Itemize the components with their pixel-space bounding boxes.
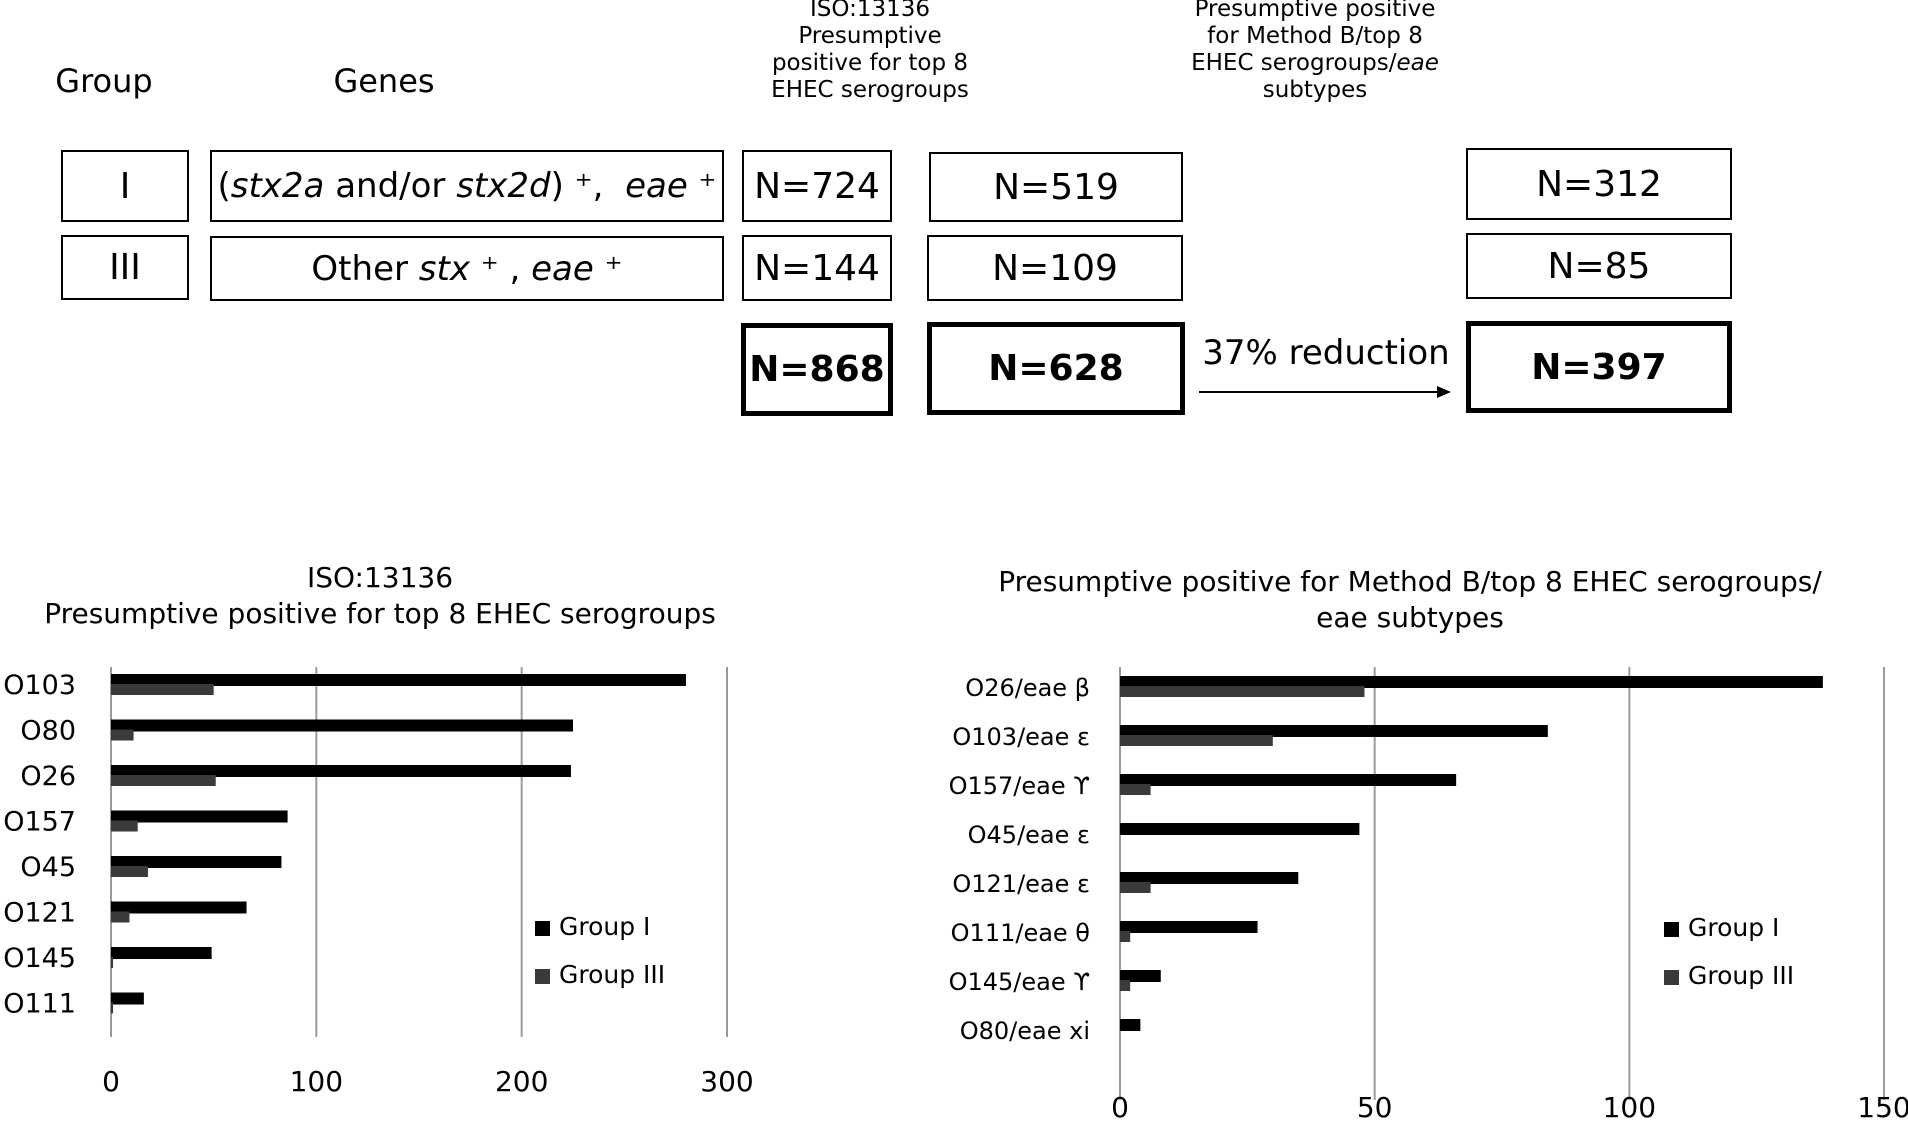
category-label: O26/eae β bbox=[965, 674, 1090, 702]
iso-header-line: ISO:13136 bbox=[810, 0, 930, 22]
category-label: O121/eae ε bbox=[952, 870, 1090, 898]
category-label: O80/eae xi bbox=[960, 1017, 1090, 1045]
bar-group-iii bbox=[111, 1002, 114, 1014]
category-label: O103/eae ε bbox=[952, 723, 1090, 751]
bar-group-iii bbox=[111, 775, 216, 786]
x-tick-label: 300 bbox=[700, 1065, 753, 1098]
legend-swatch bbox=[1664, 970, 1679, 985]
n-methodb-sum-cell: N=397 bbox=[1466, 321, 1732, 413]
iso-header-line: positive for top 8 bbox=[771, 50, 969, 76]
category-label: O26 bbox=[20, 761, 76, 792]
bar-group-iii bbox=[1120, 882, 1151, 893]
bar-group-i bbox=[111, 810, 288, 823]
legend-label: Group I bbox=[559, 912, 650, 941]
category-label: O80 bbox=[20, 716, 76, 747]
category-label: O157/eae ϒ bbox=[949, 772, 1090, 800]
category-label: O121 bbox=[3, 898, 76, 929]
chart1: 0 100 200 300 O103 O80 O26 O157 O45 O121 O145 O111 G… bbox=[3, 667, 754, 1098]
category-label: O145 bbox=[3, 943, 76, 974]
group-cell: I bbox=[61, 150, 189, 222]
bar-group-iii bbox=[1120, 784, 1151, 795]
reduction-label: 37% reduction bbox=[1202, 333, 1450, 373]
category-label: O111/eae θ bbox=[951, 919, 1090, 947]
bar-group-iii bbox=[1120, 931, 1131, 942]
x-tick-label: 100 bbox=[290, 1065, 343, 1098]
bar-group-iii bbox=[111, 911, 130, 923]
bar-group-i bbox=[1120, 676, 1823, 688]
n-total-cell: N=144 bbox=[742, 235, 892, 301]
bar-group-i bbox=[111, 674, 686, 686]
n-iso-cell: N=519 bbox=[929, 152, 1183, 222]
bar-group-i bbox=[1120, 970, 1161, 982]
x-tick-label: 200 bbox=[495, 1065, 548, 1098]
bar-group-iii bbox=[111, 957, 114, 968]
chart2-title: Presumptive positive for Method B/top 8 … bbox=[960, 564, 1860, 636]
category-label: O45/eae ε bbox=[968, 821, 1090, 849]
method-b-column-header: Presumptive positive for Method B/top 8 … bbox=[1180, 0, 1450, 104]
x-tick-label: 50 bbox=[1357, 1091, 1393, 1123]
bar-group-iii bbox=[1120, 686, 1365, 697]
n-methodb-cell: N=312 bbox=[1466, 148, 1732, 220]
method-b-header-line: for Method B/top 8 bbox=[1207, 23, 1423, 49]
chart2: 0 50 100 150 O26/eae β O103/eae ε O157/eae ϒ O4… bbox=[949, 667, 1908, 1123]
bar-group-iii bbox=[1120, 980, 1131, 991]
legend-swatch bbox=[1664, 922, 1679, 937]
genes-column-header: Genes bbox=[333, 62, 435, 100]
bar-group-i bbox=[1120, 823, 1360, 835]
method-b-header-line: EHEC serogroups/eae bbox=[1191, 50, 1439, 76]
category-label: O103 bbox=[3, 670, 76, 701]
bar-group-i bbox=[111, 947, 212, 959]
category-label: O45 bbox=[20, 852, 76, 883]
genes-cell: Other stx ⁺ , eae ⁺ bbox=[210, 236, 724, 301]
bar-group-iii bbox=[111, 729, 134, 741]
bar-group-iii bbox=[111, 684, 214, 695]
bar-group-i bbox=[1120, 725, 1548, 737]
bar-group-i bbox=[111, 992, 144, 1005]
bar-group-i bbox=[1120, 921, 1258, 933]
bar-group-i bbox=[1120, 872, 1299, 884]
x-tick-label: 0 bbox=[102, 1065, 120, 1098]
group-cell: III bbox=[61, 235, 189, 300]
bar-group-i bbox=[1120, 774, 1457, 786]
bar-group-iii bbox=[1120, 735, 1273, 746]
genes-cell: (stx2a and/or stx2d) ⁺, eae ⁺ bbox=[210, 150, 724, 222]
bar-group-i bbox=[111, 719, 573, 732]
bar-group-iii bbox=[111, 866, 148, 877]
bar-group-iii bbox=[111, 820, 138, 832]
x-tick-label: 100 bbox=[1603, 1091, 1656, 1123]
n-methodb-cell: N=85 bbox=[1466, 233, 1732, 299]
bar-group-i bbox=[111, 901, 247, 914]
legend-label: Group I bbox=[1688, 913, 1779, 942]
iso-header-line: EHEC serogroups bbox=[771, 77, 969, 103]
category-label: O157 bbox=[3, 807, 76, 838]
chart1-title-line: Presumptive positive for top 8 EHEC sero… bbox=[44, 597, 716, 630]
n-total-cell: N=724 bbox=[742, 150, 892, 222]
x-tick-label: 0 bbox=[1111, 1091, 1129, 1123]
legend-label: Group III bbox=[559, 960, 665, 989]
legend-swatch bbox=[535, 969, 550, 984]
chart1-title: ISO:13136 Presumptive positive for top 8… bbox=[20, 560, 740, 632]
n-total-sum-cell: N=868 bbox=[741, 323, 893, 416]
n-iso-sum-cell: N=628 bbox=[927, 322, 1185, 415]
method-b-header-line: Presumptive positive bbox=[1194, 0, 1436, 22]
iso-column-header: ISO:13136 Presumptive positive for top 8… bbox=[740, 0, 1000, 104]
legend-swatch bbox=[535, 921, 550, 936]
chart2-title-line: eae subtypes bbox=[1316, 601, 1504, 634]
x-tick-label: 150 bbox=[1857, 1091, 1908, 1123]
bar-group-i bbox=[111, 765, 571, 777]
category-label: O145/eae ϒ bbox=[949, 968, 1090, 996]
legend-label: Group III bbox=[1688, 961, 1794, 990]
chart1-title-line: ISO:13136 bbox=[306, 561, 454, 594]
group-column-header: Group bbox=[55, 62, 153, 100]
category-label: O111 bbox=[3, 989, 76, 1020]
method-b-header-line: subtypes bbox=[1262, 77, 1368, 103]
n-iso-cell: N=109 bbox=[927, 235, 1183, 301]
chart2-title-line: Presumptive positive for Method B/top 8 … bbox=[998, 565, 1822, 598]
reduction-arrow bbox=[1199, 386, 1451, 398]
iso-header-line: Presumptive bbox=[798, 23, 942, 49]
bar-group-i bbox=[111, 856, 282, 868]
bar-group-i bbox=[1120, 1019, 1141, 1031]
